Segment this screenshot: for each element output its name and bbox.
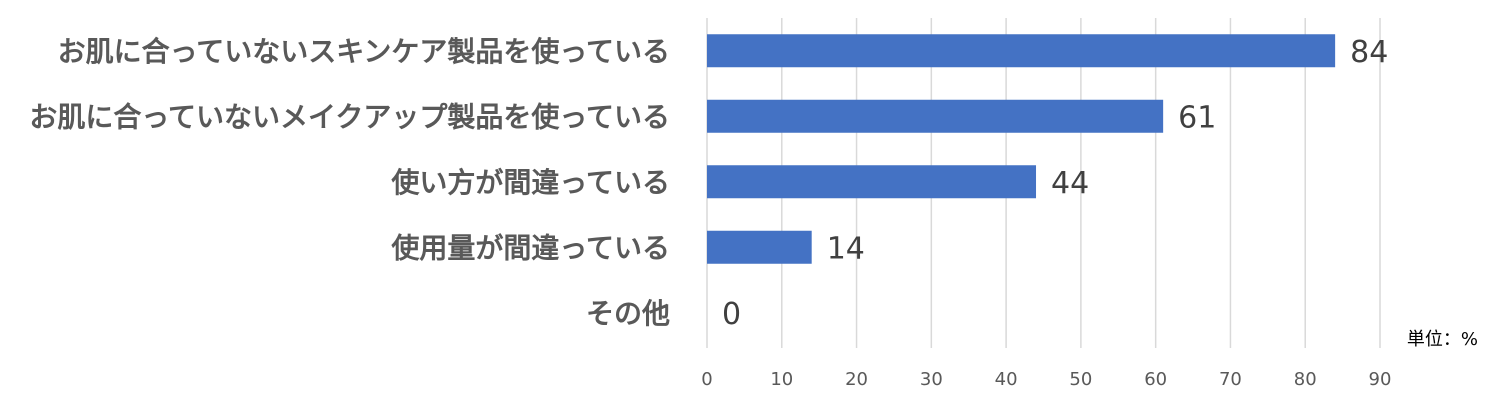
x-tick-label: 60 (1144, 369, 1167, 390)
category-labels: お肌に合っていないスキンケア製品を使っているお肌に合っていないメイクアップ製品を… (29, 35, 670, 330)
category-label: その他 (586, 297, 670, 330)
data-label: 0 (722, 297, 741, 332)
unit-label: 単位：% (1407, 329, 1478, 350)
bar (707, 34, 1336, 68)
x-tick-label: 20 (845, 369, 868, 390)
category-label: 使い方が間違っている (390, 166, 670, 199)
x-axis-tick-labels: 0 10 20 30 40 50 60 70 80 90 (701, 369, 1391, 390)
x-tick-label: 30 (920, 369, 943, 390)
data-label: 14 (827, 231, 865, 266)
data-label: 61 (1178, 100, 1216, 135)
category-label: お肌に合っていないスキンケア製品を使っている (58, 35, 670, 68)
bars (707, 34, 1336, 264)
bar (707, 99, 1164, 133)
x-tick-label: 80 (1294, 369, 1317, 390)
data-label: 44 (1051, 166, 1089, 201)
x-tick-label: 90 (1369, 369, 1392, 390)
x-tick-label: 0 (701, 369, 712, 390)
bar (707, 165, 1037, 199)
x-tick-label: 50 (1069, 369, 1092, 390)
x-tick-label: 70 (1219, 369, 1242, 390)
bar (707, 230, 812, 264)
category-label: 使用量が間違っている (390, 231, 670, 264)
x-tick-label: 40 (995, 369, 1018, 390)
value-labels: 84 61 44 14 0 (722, 35, 1388, 332)
data-label: 84 (1350, 35, 1388, 70)
category-label: お肌に合っていないメイクアップ製品を使っている (29, 100, 670, 133)
x-tick-label: 10 (770, 369, 793, 390)
